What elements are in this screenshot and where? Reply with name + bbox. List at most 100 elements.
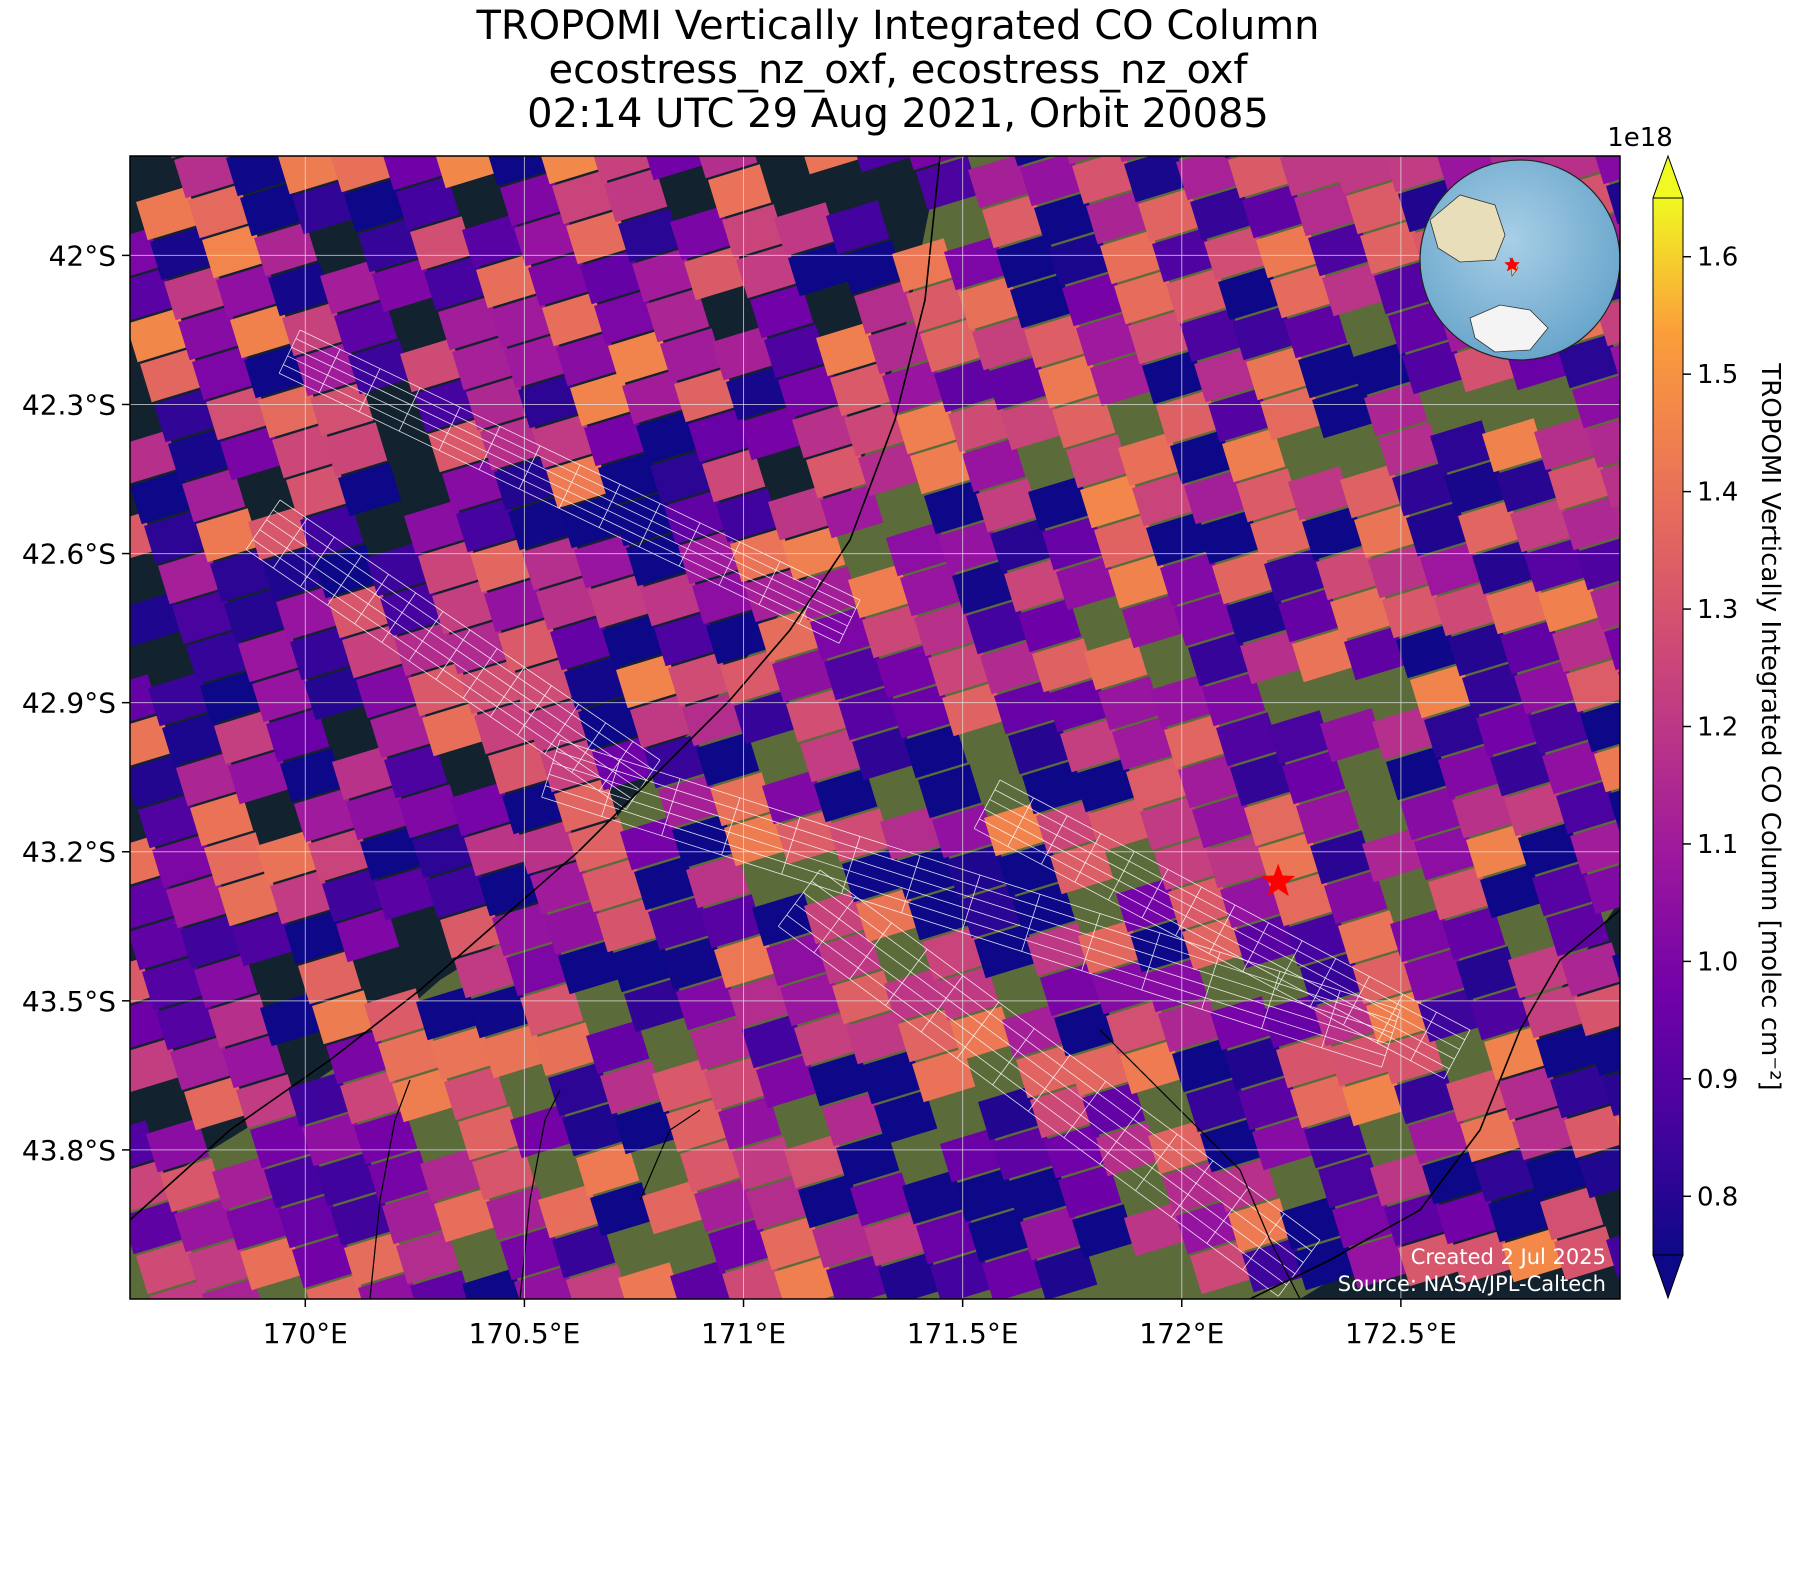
co-cell bbox=[1204, 226, 1268, 281]
co-cell bbox=[281, 302, 346, 357]
co-cell bbox=[913, 602, 978, 657]
co-cell bbox=[1602, 1062, 1620, 1117]
co-cell bbox=[1246, 346, 1310, 401]
colorbar: 0.8 0.9 1.0 1.1 1.2 1.3 1.4 1.5 1.6 1e18 TROPOMI… bbox=[1607, 123, 1785, 1300]
co-cell bbox=[1310, 830, 1374, 885]
co-cell bbox=[1193, 348, 1258, 403]
co-cell bbox=[1398, 1232, 1462, 1287]
co-cell bbox=[290, 626, 354, 681]
x-tick-label: 171°E bbox=[701, 1317, 786, 1350]
co-cell bbox=[816, 322, 880, 377]
co-cell bbox=[916, 1210, 980, 1265]
co-cell bbox=[462, 1268, 526, 1299]
co-cell bbox=[345, 786, 410, 841]
co-cell bbox=[377, 1028, 442, 1083]
co-cell bbox=[1480, 864, 1544, 919]
co-cell bbox=[486, 1186, 550, 1241]
map-panel: Created 2 Jul 2025 Source: NASA/JPL-Calt… bbox=[130, 156, 1620, 1299]
co-cell bbox=[292, 180, 356, 235]
co-cell bbox=[1390, 908, 1454, 963]
co-cell bbox=[734, 690, 798, 745]
co-cell bbox=[284, 910, 348, 965]
co-cell bbox=[154, 388, 218, 443]
co-cell bbox=[1190, 1240, 1254, 1295]
co-cell bbox=[1229, 752, 1294, 807]
co-cell bbox=[779, 972, 844, 1027]
co-cell bbox=[1590, 576, 1620, 631]
co-cell bbox=[1122, 594, 1186, 649]
co-cell bbox=[1528, 700, 1592, 755]
co-cell bbox=[420, 1148, 484, 1203]
co-cell bbox=[430, 1026, 494, 1081]
co-cell bbox=[1550, 1064, 1614, 1119]
co-cell bbox=[1096, 1122, 1160, 1177]
co-cell bbox=[826, 200, 890, 255]
co-cell bbox=[373, 866, 438, 921]
co-cell bbox=[892, 238, 956, 293]
co-cell bbox=[532, 414, 596, 469]
co-cell bbox=[149, 1280, 214, 1299]
colorbar-extend-bottom bbox=[1652, 1254, 1684, 1300]
co-cell bbox=[973, 924, 1038, 979]
co-cell bbox=[136, 186, 200, 241]
co-cell bbox=[1072, 1204, 1136, 1259]
co-cell bbox=[710, 772, 774, 827]
co-cell bbox=[491, 902, 556, 957]
co-cell bbox=[213, 710, 278, 765]
co-cell bbox=[830, 362, 894, 417]
x-axis-ticks: 170°E 170.5°E 171°E 171.5°E 172°E 172.5°E bbox=[263, 1299, 1457, 1350]
co-cell bbox=[542, 292, 606, 347]
co-cell bbox=[1275, 1034, 1340, 1089]
co-cell bbox=[254, 222, 318, 277]
co-cell bbox=[1560, 942, 1620, 997]
co-cell bbox=[558, 940, 622, 995]
co-cell bbox=[416, 986, 480, 1041]
co-cell bbox=[1382, 584, 1446, 639]
co-cell bbox=[594, 290, 658, 345]
co-cell bbox=[130, 156, 172, 161]
co-cell bbox=[1341, 1072, 1406, 1127]
co-cell bbox=[828, 808, 892, 863]
co-cell bbox=[1226, 590, 1290, 645]
x-tick-label: 172°E bbox=[1139, 1317, 1224, 1350]
co-cell bbox=[1036, 800, 1100, 855]
co-cell bbox=[1126, 756, 1190, 811]
co-cell bbox=[404, 500, 468, 555]
co-cell bbox=[1200, 1118, 1264, 1173]
co-cell bbox=[902, 1170, 966, 1225]
co-cell bbox=[465, 376, 530, 431]
co-cell bbox=[1359, 220, 1424, 275]
chart-title-line-3: 02:14 UTC 29 Aug 2021, Orbit 20085 bbox=[527, 91, 1269, 137]
co-cell bbox=[304, 666, 368, 721]
co-cell bbox=[1452, 784, 1516, 839]
co-cell bbox=[138, 794, 202, 849]
y-tick-label: 42.6°S bbox=[22, 538, 116, 571]
co-cell bbox=[774, 202, 838, 257]
colorbar-tick-label: 0.8 bbox=[1697, 1182, 1738, 1212]
co-cell bbox=[1175, 156, 1240, 201]
co-cell bbox=[612, 492, 676, 547]
co-cell bbox=[755, 1054, 820, 1109]
co-cell bbox=[944, 236, 1008, 291]
co-cell bbox=[1159, 552, 1224, 607]
co-cell bbox=[130, 228, 162, 283]
co-cell bbox=[452, 336, 516, 391]
co-cell bbox=[1170, 430, 1234, 485]
co-cell bbox=[455, 498, 520, 553]
co-cell bbox=[1032, 638, 1096, 693]
co-cell bbox=[226, 1196, 290, 1251]
co-cell bbox=[228, 750, 292, 805]
co-cell bbox=[996, 234, 1060, 289]
co-cell bbox=[1400, 786, 1464, 841]
co-cell bbox=[220, 426, 284, 481]
co-cell bbox=[365, 542, 430, 597]
co-cell bbox=[584, 412, 648, 467]
co-cell bbox=[636, 410, 700, 465]
co-cell bbox=[968, 156, 1032, 209]
co-cell bbox=[900, 562, 964, 617]
co-cell bbox=[1043, 1124, 1108, 1179]
co-cell bbox=[846, 1010, 910, 1065]
co-cell bbox=[328, 584, 392, 639]
co-cell bbox=[851, 726, 916, 781]
colorbar-tick-label: 0.9 bbox=[1697, 1065, 1738, 1095]
